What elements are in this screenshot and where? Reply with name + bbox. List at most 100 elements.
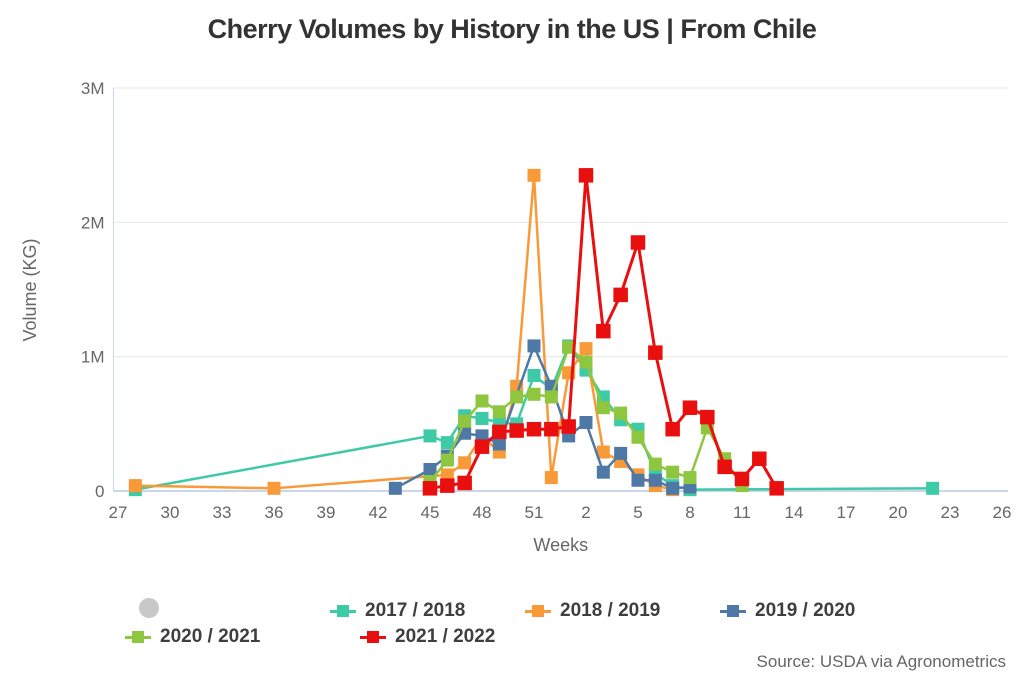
series-marker-2020-2021[interactable] — [475, 394, 489, 408]
x-tick-label: 45 — [421, 503, 440, 522]
x-tick-label: 23 — [941, 503, 960, 522]
series-marker-2018-2019[interactable] — [596, 445, 610, 459]
series-marker-2019-2020[interactable] — [614, 446, 628, 460]
series-marker-2020-2021[interactable] — [683, 471, 697, 485]
series-marker-2019-2020[interactable] — [648, 473, 662, 487]
series-marker-2020-2021[interactable] — [458, 414, 472, 428]
series-marker-2020-2021[interactable] — [666, 465, 680, 479]
x-tick-label: 33 — [213, 503, 232, 522]
series-marker-2019-2020[interactable] — [388, 481, 402, 495]
series-marker-2019-2020[interactable] — [527, 339, 541, 353]
series-marker-2021-2022[interactable] — [769, 481, 784, 496]
series-marker-2021-2022[interactable] — [700, 409, 715, 425]
series-marker-2021-2022[interactable] — [561, 419, 576, 434]
series-marker-2021-2022[interactable] — [526, 421, 542, 437]
series-line-2019-2020 — [394, 344, 691, 490]
series-marker-2020-2021[interactable] — [631, 430, 645, 444]
x-tick-label: 26 — [993, 503, 1012, 522]
series-marker-2020-2021[interactable] — [440, 453, 454, 467]
x-tick-label: 48 — [473, 503, 492, 522]
series-marker-2019-2020[interactable] — [631, 473, 645, 487]
series-marker-2020-2021[interactable] — [614, 406, 628, 420]
series-marker-2020-2021[interactable] — [492, 405, 506, 419]
x-tick-label: 39 — [317, 503, 336, 522]
legend-label: 2021 / 2022 — [395, 626, 496, 647]
line-square-marker-icon — [330, 604, 356, 618]
legend-item-2018-2019[interactable]: 2018 / 2019 — [525, 600, 660, 622]
series-marker-2021-2022[interactable] — [648, 345, 663, 360]
series-marker-2019-2020[interactable] — [423, 463, 437, 477]
x-tick-label: 30 — [161, 503, 180, 522]
x-tick-label: 11 — [733, 503, 751, 522]
series-marker-2020-2021[interactable] — [527, 387, 541, 401]
legend-item-placeholder[interactable] — [136, 597, 171, 619]
series-marker-2017-2018[interactable] — [926, 481, 940, 495]
x-tick-label: 51 — [525, 503, 544, 522]
line-square-marker-icon — [525, 604, 551, 618]
series-marker-2020-2021[interactable] — [648, 457, 662, 471]
series-marker-2020-2021[interactable] — [596, 401, 610, 415]
series-marker-2021-2022[interactable] — [665, 421, 680, 437]
series-marker-2021-2022[interactable] — [474, 439, 490, 454]
y-tick-label: 0 — [95, 482, 104, 501]
series-marker-2021-2022[interactable] — [734, 471, 750, 487]
series-marker-2021-2022[interactable] — [578, 168, 594, 183]
series-marker-2018-2019[interactable] — [458, 456, 472, 470]
line-square-marker-icon — [720, 604, 746, 618]
series-marker-2018-2019[interactable] — [267, 481, 281, 495]
series-marker-2021-2022[interactable] — [440, 478, 455, 493]
y-axis-label: Volume (KG) — [20, 238, 40, 341]
series-marker-2021-2022[interactable] — [682, 400, 698, 415]
series-marker-2021-2022[interactable] — [509, 423, 524, 438]
x-axis-label: Weeks — [533, 535, 588, 555]
series-marker-2021-2022[interactable] — [492, 424, 507, 440]
y-tick-label: 2M — [81, 213, 105, 232]
x-tick-label: 17 — [837, 503, 856, 522]
x-tick-label: 5 — [633, 503, 642, 522]
series-marker-2019-2020[interactable] — [475, 429, 489, 443]
series-marker-2019-2020[interactable] — [666, 481, 680, 495]
legend-label: 2017 / 2018 — [365, 600, 466, 621]
legend-label: 2019 / 2020 — [755, 600, 856, 621]
legend-item-2021-2022[interactable]: 2021 / 2022 — [360, 626, 495, 648]
series-marker-2021-2022[interactable] — [613, 287, 628, 303]
series-marker-2018-2019[interactable] — [527, 168, 541, 182]
series-marker-2017-2018[interactable] — [423, 429, 437, 443]
chart-title: Cherry Volumes by History in the US | Fr… — [207, 14, 817, 44]
x-tick-label: 2 — [581, 503, 590, 522]
series-marker-2020-2021[interactable] — [544, 390, 558, 404]
series-marker-2021-2022[interactable] — [596, 323, 611, 339]
series-marker-2018-2019[interactable] — [544, 471, 558, 485]
x-tick-label: 36 — [265, 503, 284, 522]
circle-marker-icon — [136, 598, 162, 618]
series-marker-2021-2022[interactable] — [717, 459, 732, 475]
line-square-marker-icon — [125, 630, 151, 644]
series-marker-2019-2020[interactable] — [596, 465, 610, 479]
legend-item-2019-2020[interactable]: 2019 / 2020 — [720, 600, 855, 622]
legend-label: 2018 / 2019 — [560, 600, 661, 621]
series-marker-2018-2019[interactable] — [128, 479, 142, 493]
series-marker-2017-2018[interactable] — [440, 436, 454, 450]
series-marker-2019-2020[interactable] — [492, 437, 506, 451]
x-tick-label: 14 — [785, 503, 804, 522]
series-marker-2021-2022[interactable] — [752, 451, 767, 467]
y-tick-label: 3M — [81, 79, 105, 98]
series-marker-2021-2022[interactable] — [630, 235, 646, 250]
x-tick-label: 20 — [889, 503, 908, 522]
series-marker-2021-2022[interactable] — [457, 475, 472, 491]
series-marker-2021-2022[interactable] — [544, 421, 559, 437]
series-marker-2018-2019[interactable] — [579, 342, 593, 356]
series-marker-2020-2021[interactable] — [579, 355, 593, 369]
series-marker-2017-2018[interactable] — [527, 368, 541, 382]
legend-label: 2020 / 2021 — [160, 626, 261, 647]
legend-item-2017-2018[interactable]: 2017 / 2018 — [330, 600, 465, 622]
series-marker-2020-2021[interactable] — [510, 390, 524, 404]
series-marker-2018-2019[interactable] — [440, 468, 454, 482]
series-marker-2021-2022[interactable] — [422, 481, 438, 496]
series-marker-2019-2020[interactable] — [579, 415, 593, 429]
series-marker-2017-2018[interactable] — [475, 411, 489, 425]
legend-item-2020-2021[interactable]: 2020 / 2021 — [125, 626, 260, 648]
y-tick-label: 1M — [81, 348, 105, 367]
series-marker-2020-2021[interactable] — [562, 340, 576, 354]
